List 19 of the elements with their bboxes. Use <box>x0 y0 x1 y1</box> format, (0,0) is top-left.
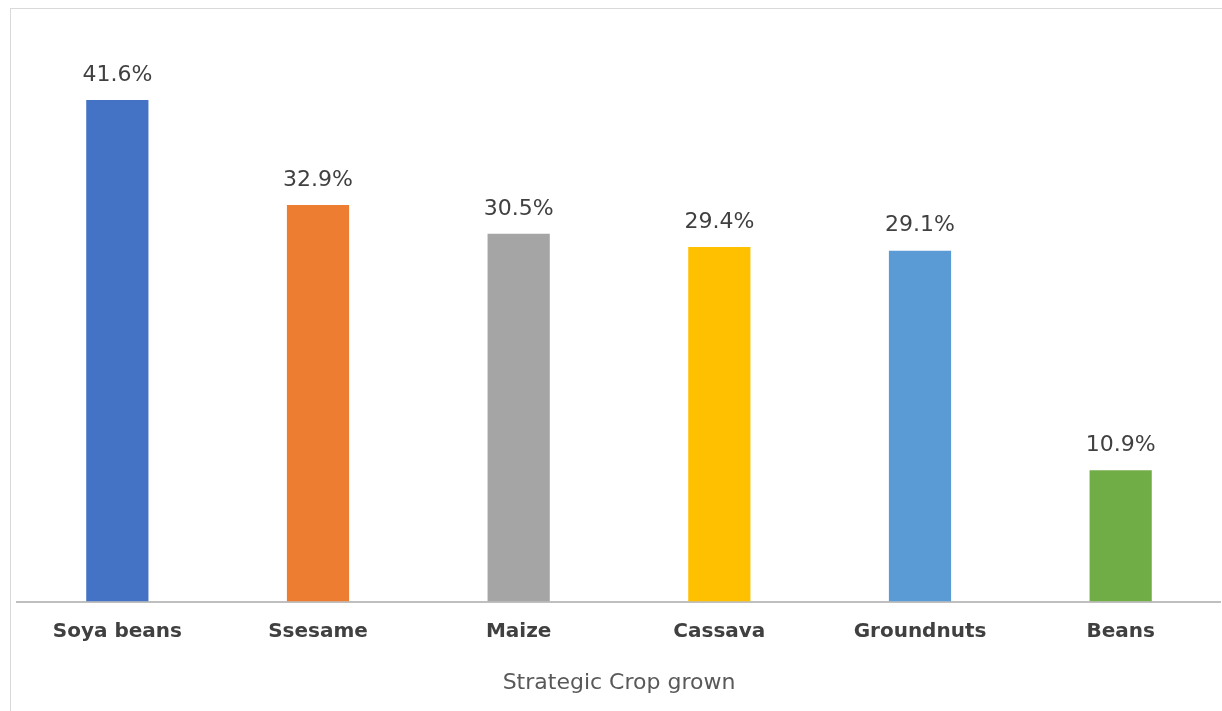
data-label: 30.5% <box>483 194 554 220</box>
x-tick-label: Cassava <box>673 617 766 642</box>
bar <box>487 233 550 602</box>
x-axis-title: Strategic Crop grown <box>502 668 736 694</box>
bar <box>86 100 149 602</box>
x-tick-label: Maize <box>485 617 552 642</box>
bar <box>286 204 350 602</box>
data-label: 29.1% <box>885 211 955 237</box>
data-label: 29.4% <box>684 207 755 233</box>
x-tick-label: Beans <box>1086 617 1155 642</box>
data-label: 41.6% <box>82 60 153 86</box>
x-tick-label: Soya beans <box>52 617 182 642</box>
x-tick-label: Ssesame <box>268 617 368 642</box>
bar <box>688 247 751 602</box>
bar <box>1089 470 1152 602</box>
data-label: 32.9% <box>283 165 353 191</box>
x-tick-label: Groundnuts <box>853 617 987 642</box>
data-label: 10.9% <box>1085 430 1156 456</box>
bar <box>888 250 952 602</box>
